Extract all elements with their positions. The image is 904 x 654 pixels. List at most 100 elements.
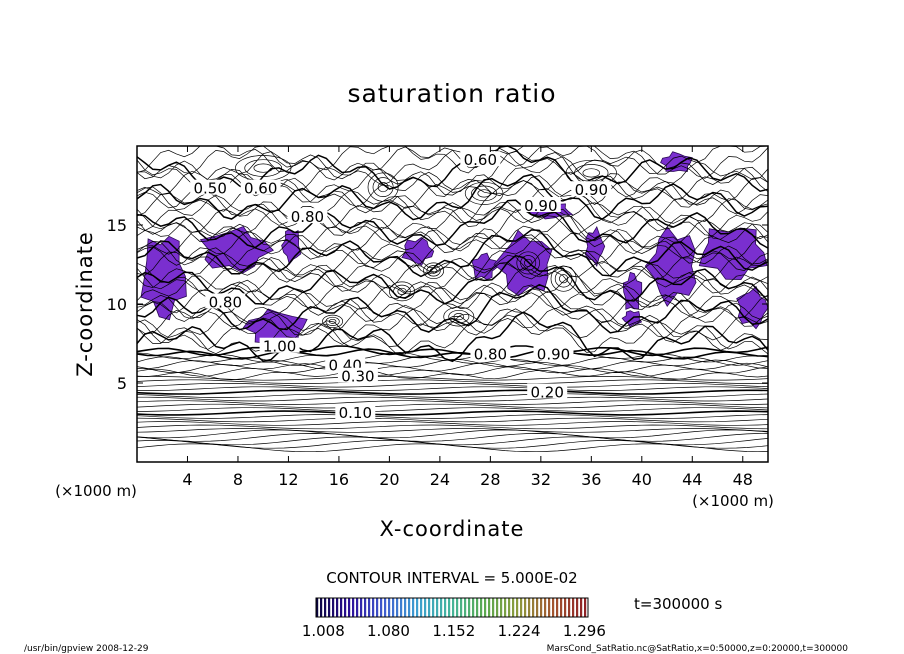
x-tick-label: 4 — [182, 470, 192, 489]
colorbar-cell — [396, 598, 399, 617]
colorbar-cell — [400, 598, 403, 617]
contour-line — [136, 386, 769, 391]
colorbar-cell — [432, 598, 435, 617]
contour-lines — [136, 145, 769, 453]
contour-line — [136, 175, 769, 226]
y-tick-label: 15 — [107, 216, 127, 235]
contour-eddy — [397, 287, 407, 295]
contour-line — [136, 359, 769, 370]
colorbar-cell — [576, 598, 579, 617]
contour-line — [136, 393, 769, 398]
contour-line — [136, 188, 769, 232]
colorbar-cell — [508, 598, 511, 617]
colorbar-cell — [540, 598, 543, 617]
contour-label: 0.20 — [530, 384, 563, 402]
contour-line — [136, 421, 769, 426]
colorbar-cell — [492, 598, 495, 617]
colorbar-cell — [316, 598, 319, 617]
colorbar-frame — [315, 597, 589, 618]
contour-line — [136, 145, 769, 174]
contour-eddy — [328, 318, 337, 324]
contour-line — [136, 282, 769, 328]
colorbar-cell — [384, 598, 387, 617]
contour-line — [136, 436, 769, 446]
colorbar-cell — [520, 598, 523, 617]
x-tick-label: 20 — [379, 470, 399, 489]
time-label: t=300000 s — [634, 595, 722, 613]
contour-label-bg — [533, 345, 574, 361]
x-tick-label: 44 — [682, 470, 702, 489]
contour-label: 0.80 — [474, 346, 507, 364]
colorbar — [315, 597, 589, 618]
contour-eddy — [524, 258, 533, 267]
colorbar-cell — [556, 598, 559, 617]
supersaturated-region — [470, 252, 499, 281]
colorbar-cell — [524, 598, 527, 617]
colorbar-cell — [436, 598, 439, 617]
colorbar-cell — [504, 598, 507, 617]
colorbar-cell — [392, 598, 395, 617]
contour-line — [136, 247, 769, 288]
colorbar-cell — [456, 598, 459, 617]
colorbar-cell — [476, 598, 479, 617]
colorbar-cell — [572, 598, 575, 617]
colorbar-cell — [416, 598, 419, 617]
x-tick-label: 12 — [278, 470, 298, 489]
contour-line — [136, 348, 769, 360]
x-tick-label: 8 — [233, 470, 243, 489]
contour-line — [136, 424, 769, 430]
colorbar-cell — [568, 598, 571, 617]
contour-line — [136, 417, 769, 423]
colorbar-cell — [420, 598, 423, 617]
contour-eddy — [393, 284, 411, 299]
colorbar-cell — [368, 598, 371, 617]
contour-eddy — [471, 185, 498, 202]
y-axis-label: Z-coordinate — [73, 231, 97, 377]
colorbar-cell — [408, 598, 411, 617]
contour-line — [136, 369, 769, 381]
colorbar-cell — [356, 598, 359, 617]
x-axis-label: X-coordinate — [380, 517, 525, 541]
contour-line — [136, 308, 769, 355]
colorbar-cell — [428, 598, 431, 617]
colorbar-cell — [488, 598, 491, 617]
contour-label: 0.30 — [341, 368, 374, 386]
footer-right: MarsCond_SatRatio.nc@SatRatio,x=0:50000,… — [547, 644, 849, 654]
colorbar-cell — [468, 598, 471, 617]
colorbar-cell — [320, 598, 323, 617]
colorbar-cell — [472, 598, 475, 617]
contour-eddy — [443, 306, 475, 327]
colorbar-cell — [340, 598, 343, 617]
contour-label-bg — [190, 179, 231, 195]
contour-line — [137, 396, 769, 402]
contour-label: 1.00 — [263, 338, 296, 356]
colorbar-cell — [376, 598, 379, 617]
contour-line — [136, 389, 769, 395]
colorbar-tick-label: 1.008 — [302, 622, 345, 640]
contour-label-bg — [527, 383, 568, 399]
contour-eddy — [550, 265, 577, 292]
x-unit-left: (×1000 m) — [55, 482, 137, 500]
contour-eddy — [389, 281, 415, 302]
colorbar-cell — [544, 598, 547, 617]
contour-interval-label: CONTOUR INTERVAL = 5.000E-02 — [326, 569, 577, 587]
x-tick-label: 48 — [733, 470, 753, 489]
contour-eddy — [559, 274, 569, 284]
supersaturated-region — [401, 237, 435, 266]
contour-line — [136, 215, 769, 260]
contour-line — [136, 433, 769, 442]
contour-line — [136, 208, 769, 255]
x-tick-label: 16 — [329, 470, 349, 489]
contour-line — [136, 345, 769, 357]
contour-label-bg — [287, 208, 328, 224]
contour-eddy — [582, 168, 601, 178]
colorbar-cell — [388, 598, 391, 617]
x-tick-label: 28 — [480, 470, 500, 489]
contour-label-bg — [240, 179, 281, 195]
colorbar-cell — [412, 598, 415, 617]
x-tick-label: 32 — [531, 470, 551, 489]
contour-line — [136, 173, 769, 221]
contour-label: 0.80 — [209, 293, 242, 311]
contour-eddy — [325, 316, 340, 326]
supersaturated-region — [660, 151, 693, 172]
